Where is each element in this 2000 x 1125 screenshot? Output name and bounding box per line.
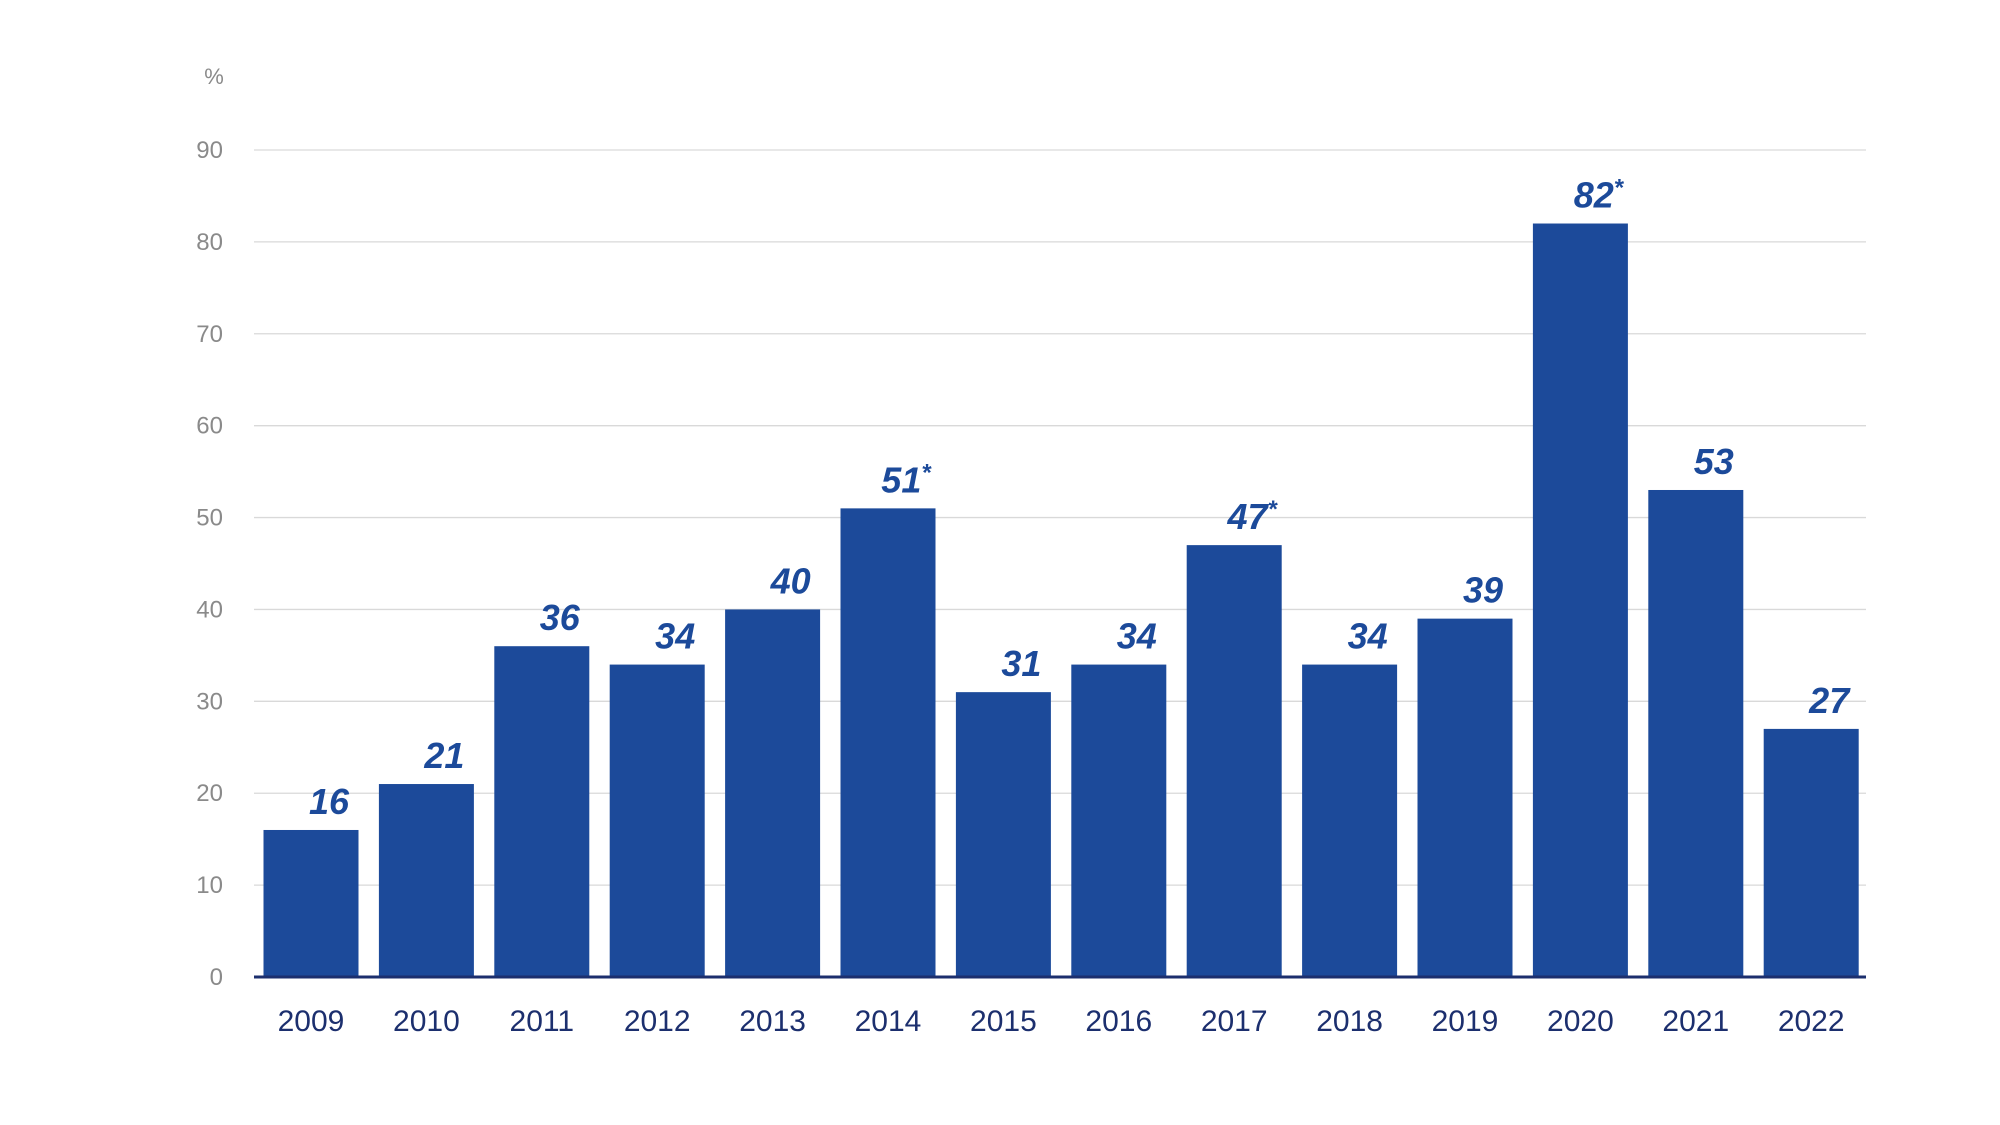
x-tick-label-2014: 2014	[855, 1005, 922, 1038]
bar-2010	[378, 784, 474, 977]
bar-value-text: 82	[1574, 175, 1614, 216]
y-tick-label: 80	[196, 229, 223, 256]
bar-2011	[494, 646, 590, 977]
bar-2019	[1417, 618, 1513, 977]
bar-value-text: 34	[655, 616, 695, 657]
y-tick-label: 90	[196, 137, 223, 164]
bar-value-text: 36	[540, 597, 581, 638]
bar-value-label-2012: 34	[655, 616, 695, 657]
bar-2022	[1763, 728, 1859, 977]
bar-value-text: 39	[1463, 570, 1503, 611]
x-tick-label-2013: 2013	[739, 1005, 806, 1038]
y-tick-label: 60	[196, 413, 223, 440]
bar-value-text: 34	[1348, 616, 1388, 657]
bar-2017	[1186, 545, 1282, 977]
bar-value-label-2011: 36	[540, 597, 581, 638]
bar-2016	[1071, 664, 1167, 977]
bar-value-label-2009: 16	[309, 781, 350, 822]
bar-value-label-2014: 51*	[881, 459, 932, 500]
bar-2009	[263, 829, 359, 977]
y-tick-label: 40	[196, 596, 223, 623]
bar-value-footnote-mark: *	[1268, 496, 1279, 523]
bar-value-text: 40	[770, 560, 811, 601]
bar-value-label-2018: 34	[1348, 616, 1388, 657]
bar-2012	[609, 664, 705, 977]
y-axis-ticks: 0 10 20 30 40 50 60 70 80 90	[196, 137, 223, 991]
bar-value-text: 16	[309, 781, 350, 822]
x-tick-label-2021: 2021	[1662, 1005, 1729, 1038]
bar-value-label-2017: 47*	[1227, 496, 1279, 537]
y-tick-label: 0	[210, 964, 223, 991]
x-axis-ticks: 2009 2010 2011 2012 2013 2014 2015 2016 2017 2018…	[278, 1005, 1845, 1038]
bar-value-label-2022: 27	[1808, 680, 1851, 721]
bar-value-text: 21	[423, 735, 464, 776]
bar-value-text: 47	[1227, 496, 1270, 537]
x-tick-label-2022: 2022	[1778, 1005, 1845, 1038]
x-tick-label-2018: 2018	[1316, 1005, 1383, 1038]
bar-value-footnote-mark: *	[1614, 175, 1625, 202]
bars	[263, 223, 1859, 977]
bar-2015	[955, 692, 1051, 977]
bar-value-footnote-mark: *	[921, 459, 932, 486]
x-tick-label-2009: 2009	[278, 1005, 345, 1038]
bar-2020	[1532, 223, 1628, 977]
bar-2014	[840, 508, 936, 977]
x-tick-label-2011: 2011	[510, 1005, 575, 1038]
y-tick-label: 30	[196, 688, 223, 715]
x-tick-label-2020: 2020	[1547, 1005, 1614, 1038]
bar-value-text: 53	[1694, 441, 1734, 482]
y-tick-label: 10	[196, 872, 223, 899]
bar-value-label-2010: 21	[423, 735, 464, 776]
y-tick-label: 70	[196, 321, 223, 348]
bar-value-label-2019: 39	[1463, 570, 1503, 611]
bar-value-label-2016: 34	[1117, 616, 1157, 657]
bar-value-label-2013: 40	[770, 560, 811, 601]
x-tick-label-2017: 2017	[1201, 1005, 1268, 1038]
bar-value-label-2021: 53	[1694, 441, 1734, 482]
x-tick-label-2010: 2010	[393, 1005, 460, 1038]
bar-value-label-2015: 31	[1001, 643, 1041, 684]
bar-2013	[725, 609, 821, 977]
bar-value-text: 27	[1808, 680, 1851, 721]
x-tick-label-2016: 2016	[1085, 1005, 1152, 1038]
x-tick-label-2015: 2015	[970, 1005, 1037, 1038]
x-tick-label-2012: 2012	[624, 1005, 691, 1038]
bar-value-text: 51	[881, 459, 921, 500]
bar-value-text: 34	[1117, 616, 1157, 657]
y-tick-label: 50	[196, 505, 223, 532]
bar-2018	[1302, 664, 1398, 977]
x-tick-label-2019: 2019	[1432, 1005, 1499, 1038]
bar-value-label-2020: 82*	[1574, 175, 1625, 216]
y-tick-label: 20	[196, 780, 223, 807]
bar-2021	[1648, 489, 1744, 977]
bar-value-text: 31	[1001, 643, 1041, 684]
y-axis-unit-label: %	[204, 64, 224, 89]
